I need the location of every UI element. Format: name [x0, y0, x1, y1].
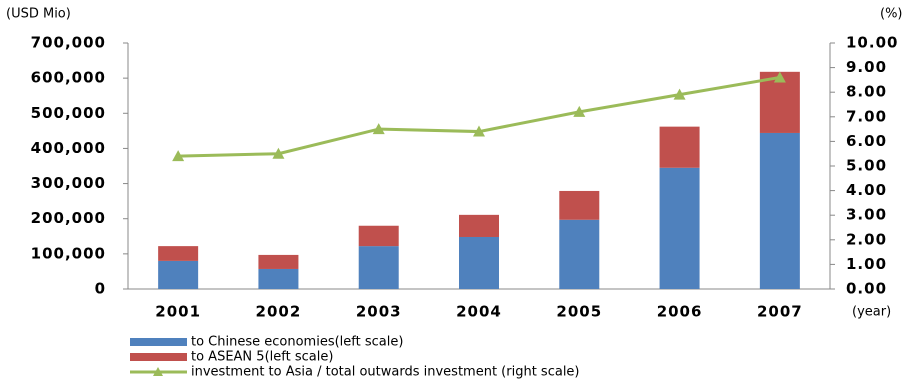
y2-unit-label: (%) [880, 7, 903, 22]
y-tick-label: 600,000 [31, 69, 106, 87]
y-tick-label: 500,000 [31, 104, 106, 122]
y2-tick-label: 8.00 [846, 83, 887, 101]
legend-swatch [130, 338, 187, 346]
y-tick-label: 700,000 [31, 34, 106, 52]
y2-tick-label: 3.00 [846, 206, 887, 224]
bar [258, 254, 299, 269]
legend-swatch [130, 353, 187, 361]
x-tick-label: 2007 [757, 303, 803, 321]
x-tick-label: 2002 [256, 303, 302, 321]
legend-label: to Chinese economies(left scale) [191, 335, 403, 350]
y2-tick-label: 5.00 [846, 157, 887, 175]
y2-tick-label: 6.00 [846, 132, 887, 150]
x-tick-label: 2003 [356, 303, 402, 321]
line-marker [673, 88, 686, 100]
bar [158, 246, 199, 261]
y2-tick-label: 0.00 [846, 280, 887, 298]
bar [459, 236, 499, 289]
bar [158, 260, 199, 289]
legend-swatch [153, 367, 163, 376]
line-marker [172, 150, 185, 162]
y2-tick-label: 1.00 [846, 255, 887, 273]
x-tick-label: 2004 [456, 303, 502, 321]
bar [358, 246, 399, 289]
x-unit-label: (year) [852, 305, 891, 320]
legend-label: investment to Asia / total outwards inve… [191, 365, 580, 380]
y-tick-label: 100,000 [31, 244, 106, 262]
line-marker [473, 125, 485, 137]
y-unit-label: (USD Mio) [6, 7, 71, 22]
y-tick-label: 300,000 [31, 174, 106, 192]
line-marker [573, 105, 586, 117]
bar [659, 167, 700, 289]
y-tick-label: 200,000 [31, 209, 106, 227]
line-marker [773, 71, 786, 83]
bar [459, 214, 499, 237]
y-tick-label: 0 [95, 280, 106, 298]
bar [258, 268, 299, 289]
y2-tick-label: 9.00 [846, 58, 887, 76]
y2-tick-label: 4.00 [846, 181, 887, 199]
x-tick-label: 2001 [155, 303, 201, 321]
bar [559, 190, 600, 220]
bar [759, 132, 800, 289]
y2-tick-label: 7.00 [846, 107, 887, 125]
bar [559, 219, 600, 289]
bar [358, 225, 399, 247]
y2-tick-label: 10.00 [846, 34, 898, 52]
bar [659, 126, 700, 168]
line-marker [272, 147, 285, 159]
legend-label: to ASEAN 5(left scale) [191, 350, 333, 365]
line-marker [372, 123, 385, 135]
x-tick-label: 2006 [657, 303, 703, 321]
y2-tick-label: 2.00 [846, 230, 887, 248]
y-tick-label: 400,000 [31, 139, 106, 157]
x-tick-label: 2005 [556, 303, 602, 321]
